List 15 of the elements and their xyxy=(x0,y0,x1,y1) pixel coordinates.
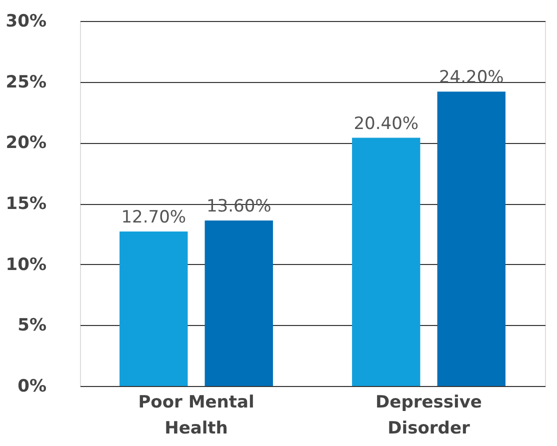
y-tick-label: 20% xyxy=(6,133,46,154)
y-tick-label: 10% xyxy=(6,254,46,275)
x-tick-label: Poor Mental Health xyxy=(138,392,254,438)
bar xyxy=(120,231,188,386)
y-tick-label: 0% xyxy=(18,376,46,396)
y-tick-label: 30% xyxy=(6,12,46,32)
y-tick-label: 15% xyxy=(6,194,46,214)
y-tick-label: 5% xyxy=(18,316,46,336)
y-tick-label: 25% xyxy=(6,72,46,92)
data-label: 20.40% xyxy=(354,114,419,134)
bar xyxy=(437,92,506,386)
bar xyxy=(352,138,420,386)
data-label: 12.70% xyxy=(121,207,186,228)
bar xyxy=(204,220,273,386)
x-tick-label: Depressive Disorder xyxy=(376,392,482,438)
